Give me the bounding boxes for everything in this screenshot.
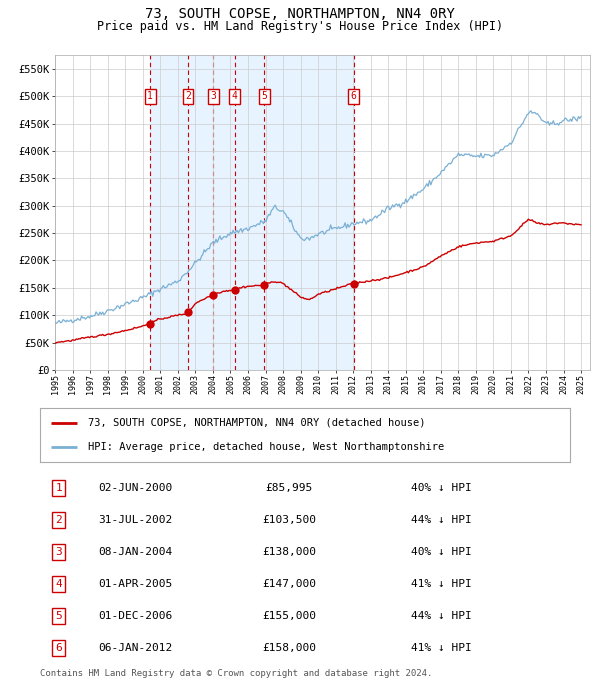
Text: 4: 4 — [232, 91, 238, 101]
Text: 5: 5 — [55, 611, 62, 621]
Text: 01-DEC-2006: 01-DEC-2006 — [98, 611, 173, 621]
Text: £85,995: £85,995 — [266, 483, 313, 493]
Text: 01-APR-2005: 01-APR-2005 — [98, 579, 173, 589]
Text: 06-JAN-2012: 06-JAN-2012 — [98, 643, 173, 653]
Text: 1: 1 — [55, 483, 62, 493]
Text: 73, SOUTH COPSE, NORTHAMPTON, NN4 0RY: 73, SOUTH COPSE, NORTHAMPTON, NN4 0RY — [145, 7, 455, 21]
Text: 44% ↓ HPI: 44% ↓ HPI — [411, 515, 472, 525]
Text: 4: 4 — [55, 579, 62, 589]
Text: 1: 1 — [147, 91, 153, 101]
Text: £138,000: £138,000 — [262, 547, 316, 557]
Text: 41% ↓ HPI: 41% ↓ HPI — [411, 579, 472, 589]
Bar — [150, 55, 353, 370]
Text: 40% ↓ HPI: 40% ↓ HPI — [411, 547, 472, 557]
Text: £158,000: £158,000 — [262, 643, 316, 653]
Text: Price paid vs. HM Land Registry's House Price Index (HPI): Price paid vs. HM Land Registry's House … — [97, 20, 503, 33]
Text: £155,000: £155,000 — [262, 611, 316, 621]
Text: 08-JAN-2004: 08-JAN-2004 — [98, 547, 173, 557]
Text: 2: 2 — [55, 515, 62, 525]
Text: 5: 5 — [261, 91, 267, 101]
Text: 2: 2 — [185, 91, 191, 101]
Text: 6: 6 — [350, 91, 356, 101]
Text: 6: 6 — [55, 643, 62, 653]
Text: 40% ↓ HPI: 40% ↓ HPI — [411, 483, 472, 493]
Text: 31-JUL-2002: 31-JUL-2002 — [98, 515, 173, 525]
Text: HPI: Average price, detached house, West Northamptonshire: HPI: Average price, detached house, West… — [88, 443, 444, 452]
Text: 3: 3 — [211, 91, 217, 101]
Text: £103,500: £103,500 — [262, 515, 316, 525]
Text: Contains HM Land Registry data © Crown copyright and database right 2024.: Contains HM Land Registry data © Crown c… — [40, 669, 433, 678]
Text: 3: 3 — [55, 547, 62, 557]
Text: 41% ↓ HPI: 41% ↓ HPI — [411, 643, 472, 653]
Text: 73, SOUTH COPSE, NORTHAMPTON, NN4 0RY (detached house): 73, SOUTH COPSE, NORTHAMPTON, NN4 0RY (d… — [88, 418, 425, 428]
Text: 02-JUN-2000: 02-JUN-2000 — [98, 483, 173, 493]
Text: £147,000: £147,000 — [262, 579, 316, 589]
Text: 44% ↓ HPI: 44% ↓ HPI — [411, 611, 472, 621]
